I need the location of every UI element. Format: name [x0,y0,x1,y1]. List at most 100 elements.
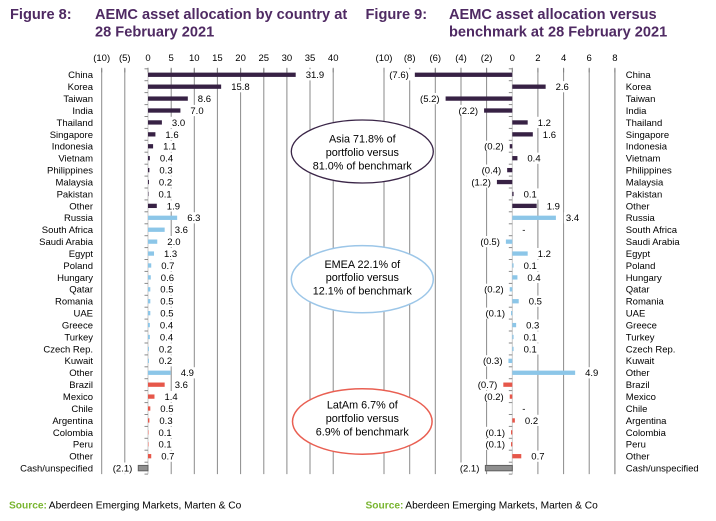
svg-text:Poland: Poland [63,261,93,272]
svg-text:Indonesia: Indonesia [626,142,668,153]
svg-text:UAE: UAE [626,309,646,320]
svg-text:6: 6 [587,53,592,64]
svg-text:31.9: 31.9 [306,70,325,81]
svg-text:Korea: Korea [626,82,652,93]
svg-text:(10): (10) [376,53,393,64]
svg-text:0.6: 0.6 [161,273,174,284]
svg-text:0.5: 0.5 [529,297,542,308]
svg-text:Thailand: Thailand [626,118,662,129]
svg-text:-: - [522,404,525,415]
svg-text:Cash/unspecified: Cash/unspecified [626,464,699,475]
svg-text:Other: Other [626,201,650,212]
svg-text:Mexico: Mexico [63,392,93,403]
svg-text:4.9: 4.9 [181,368,194,379]
svg-text:Philippines: Philippines [47,166,93,177]
svg-text:(0.5): (0.5) [480,237,500,248]
svg-text:EMEA 22.1% of: EMEA 22.1% of [324,259,401,271]
svg-text:Other: Other [69,368,93,379]
svg-text:0.2: 0.2 [159,356,172,367]
svg-text:Turkey: Turkey [626,332,655,343]
svg-text:0.4: 0.4 [160,332,173,343]
svg-text:Aberdeen Emerging Markets, Mar: Aberdeen Emerging Markets, Marten & Co [405,501,598,512]
svg-text:Russia: Russia [64,213,94,224]
svg-text:South Africa: South Africa [626,225,678,236]
svg-text:1.3: 1.3 [164,249,177,260]
svg-text:0.5: 0.5 [160,404,173,415]
svg-text:Greece: Greece [626,321,657,332]
svg-text:3.6: 3.6 [175,225,188,236]
svg-text:(8): (8) [404,53,416,64]
svg-text:0.4: 0.4 [160,154,173,165]
svg-text:Vietnam: Vietnam [626,154,661,165]
svg-text:0.1: 0.1 [159,440,172,451]
svg-text:40: 40 [328,53,339,64]
svg-text:0.4: 0.4 [527,273,540,284]
svg-text:Other: Other [69,452,93,463]
svg-text:portfolio versus: portfolio versus [326,272,400,284]
svg-text:portfolio versus: portfolio versus [326,413,400,425]
svg-text:(0.1): (0.1) [485,440,505,451]
svg-text:(0.4): (0.4) [482,166,502,177]
svg-text:Russia: Russia [626,213,656,224]
svg-text:6.3: 6.3 [187,213,200,224]
svg-text:(0.1): (0.1) [485,309,505,320]
svg-text:0.5: 0.5 [160,297,173,308]
svg-text:0.2: 0.2 [159,177,172,188]
svg-text:Figure 8:: Figure 8: [10,7,72,23]
svg-text:UAE: UAE [73,309,93,320]
svg-text:0.2: 0.2 [159,344,172,355]
svg-text:0.5: 0.5 [160,309,173,320]
svg-text:0.2: 0.2 [525,416,538,427]
svg-text:6.9% of benchmark: 6.9% of benchmark [316,426,410,438]
svg-text:Singapore: Singapore [626,130,669,141]
svg-text:Romania: Romania [55,297,94,308]
svg-text:0.1: 0.1 [524,344,537,355]
svg-text:Egypt: Egypt [626,249,651,260]
svg-text:0.3: 0.3 [526,321,539,332]
svg-text:(2.2): (2.2) [459,106,479,117]
svg-text:Chile: Chile [626,404,648,415]
svg-text:35: 35 [305,53,316,64]
svg-text:12.1% of benchmark: 12.1% of benchmark [313,286,413,298]
svg-text:3.4: 3.4 [566,213,579,224]
svg-text:Aberdeen Emerging Markets, Mar: Aberdeen Emerging Markets, Marten & Co [49,501,242,512]
svg-text:Argentina: Argentina [626,416,667,427]
svg-text:Taiwan: Taiwan [626,94,656,105]
svg-text:0.7: 0.7 [161,452,174,463]
svg-text:Taiwan: Taiwan [63,94,93,105]
svg-text:Asia 71.8% of: Asia 71.8% of [329,134,397,146]
svg-text:portfolio versus: portfolio versus [326,147,400,159]
svg-text:81.0% of benchmark: 81.0% of benchmark [313,160,413,172]
svg-text:0.1: 0.1 [159,428,172,439]
svg-text:4: 4 [561,53,566,64]
svg-text:25: 25 [259,53,270,64]
svg-text:0.1: 0.1 [524,261,537,272]
svg-text:20: 20 [235,53,246,64]
svg-text:Figure 9:: Figure 9: [366,7,428,23]
svg-text:3.0: 3.0 [172,118,185,129]
svg-text:Czech Rep.: Czech Rep. [626,344,676,355]
svg-text:0: 0 [510,53,515,64]
svg-text:(7.6): (7.6) [389,70,409,81]
svg-text:Source:: Source: [9,501,47,512]
svg-text:Argentina: Argentina [52,416,93,427]
svg-text:Thailand: Thailand [57,118,93,129]
svg-text:28 February 2021: 28 February 2021 [95,24,214,40]
svg-text:Pakistan: Pakistan [626,189,662,200]
svg-text:4.9: 4.9 [585,368,598,379]
svg-text:-: - [522,225,525,236]
svg-text:Chile: Chile [71,404,93,415]
svg-text:Greece: Greece [62,321,93,332]
svg-text:Brazil: Brazil [626,380,650,391]
svg-text:Romania: Romania [626,297,665,308]
svg-text:India: India [626,106,647,117]
svg-text:Saudi Arabia: Saudi Arabia [626,237,681,248]
svg-text:1.1: 1.1 [163,142,176,153]
svg-text:1.4: 1.4 [165,392,178,403]
svg-text:Turkey: Turkey [64,332,93,343]
svg-text:Malaysia: Malaysia [56,177,94,188]
svg-text:1.9: 1.9 [547,201,560,212]
svg-text:Cash/unspecified: Cash/unspecified [20,464,93,475]
svg-text:Colombia: Colombia [53,428,94,439]
svg-text:10: 10 [189,53,200,64]
